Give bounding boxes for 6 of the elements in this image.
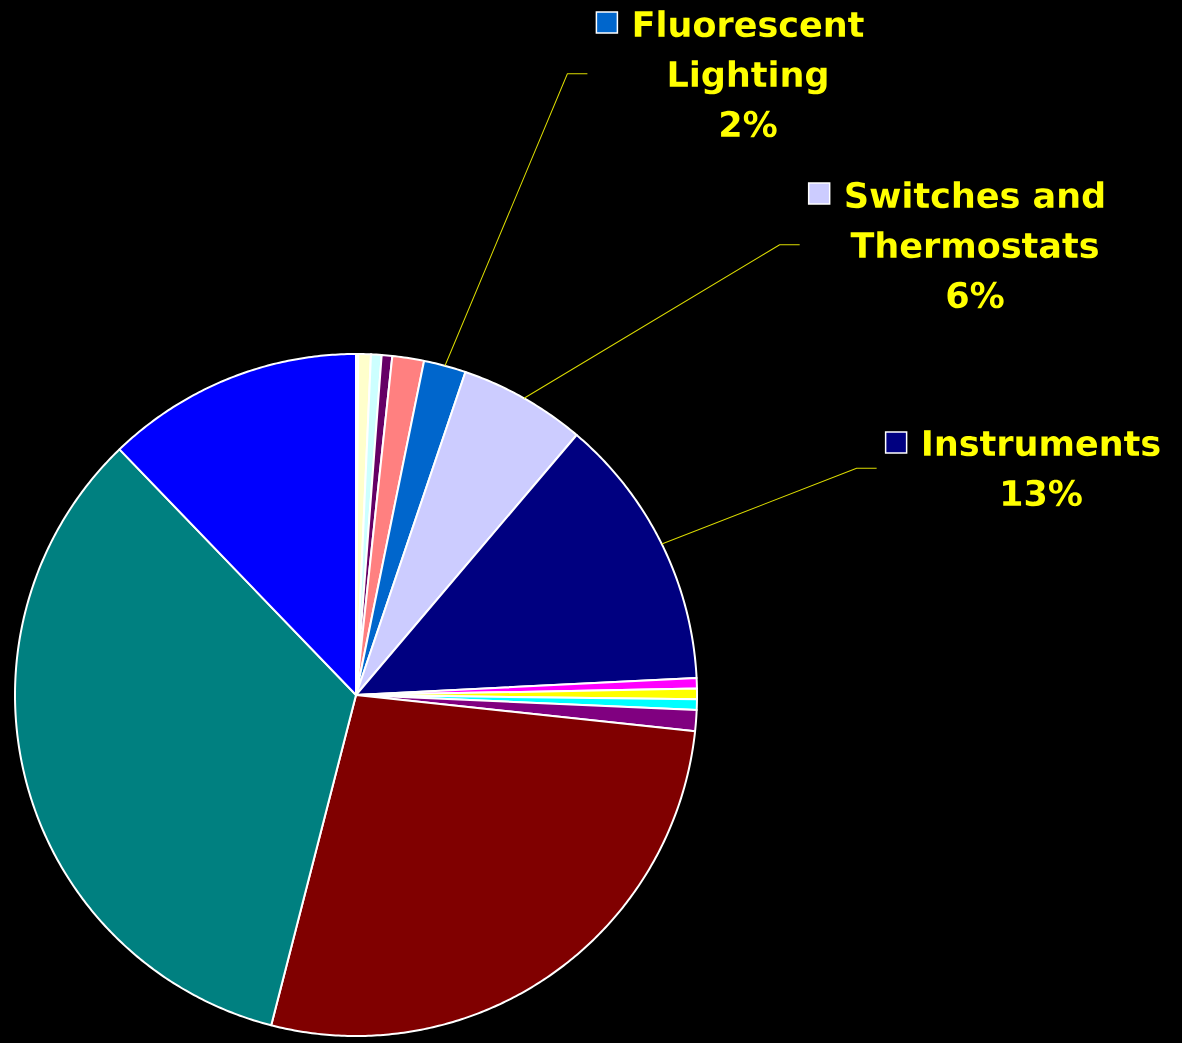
- legend-label: Instruments: [924, 430, 1160, 457]
- data-label: 6%: [947, 281, 1004, 309]
- data-label: 13%: [1003, 479, 1082, 507]
- data-label: 2%: [721, 110, 777, 138]
- legend-label: Switches and Thermostats: [846, 181, 1104, 259]
- legend-label: Fluorescent Lighting: [634, 10, 864, 95]
